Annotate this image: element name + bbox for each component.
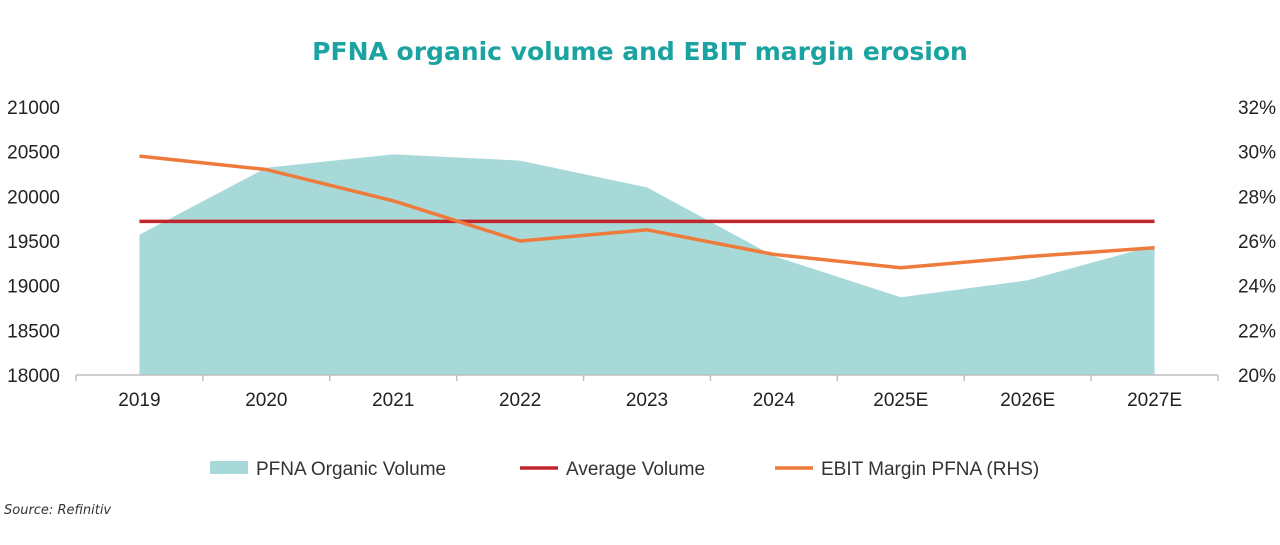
legend-swatch <box>210 461 248 474</box>
left-tick-label: 20500 <box>7 143 60 164</box>
legend-label: EBIT Margin PFNA (RHS) <box>821 459 1039 480</box>
right-tick-label: 28% <box>1238 187 1276 208</box>
right-tick-label: 20% <box>1238 366 1276 387</box>
left-tick-label: 19000 <box>7 277 60 298</box>
series-line-ebit-margin <box>139 154 1155 270</box>
legend-item-average-volume: Average Volume <box>520 459 705 480</box>
left-tick-label: 18500 <box>7 321 60 342</box>
x-tick-labels: 2019 2020 2021 2022 2023 2024 2025E 2026E 2027E <box>118 390 1182 411</box>
right-y-axis: 20% 22% 24% 26% 28% 30% 32% <box>1238 98 1276 387</box>
left-tick-label: 21000 <box>7 98 60 119</box>
source-note: Source: Refinitiv <box>4 503 112 518</box>
legend: PFNA Organic Volume Average Volume EBIT Ma… <box>210 459 1039 480</box>
x-axis <box>75 374 1219 381</box>
x-tick-label: 2021 <box>372 390 414 411</box>
legend-item-ebit-margin: EBIT Margin PFNA (RHS) <box>775 459 1039 480</box>
right-tick-label: 24% <box>1238 277 1276 298</box>
legend-label: Average Volume <box>566 459 705 480</box>
right-tick-label: 32% <box>1238 98 1276 119</box>
legend-item-pfna-organic-volume: PFNA Organic Volume <box>210 459 446 480</box>
x-tick-label: 2020 <box>245 390 287 411</box>
x-tick-label: 2024 <box>753 390 796 411</box>
x-tick-label: 2027E <box>1127 390 1182 411</box>
right-tick-label: 22% <box>1238 321 1276 342</box>
x-tick-label: 2023 <box>626 390 668 411</box>
left-tick-label: 18000 <box>7 366 60 387</box>
x-tick-label: 2019 <box>118 390 160 411</box>
right-tick-label: 30% <box>1238 143 1276 164</box>
series-area-pfna-organic-volume <box>139 154 1155 375</box>
legend-label: PFNA Organic Volume <box>256 459 446 480</box>
line-layer <box>139 154 1155 270</box>
x-tick-label: 2026E <box>1000 390 1055 411</box>
x-tick-label: 2025E <box>873 390 928 411</box>
volume-area-layer <box>139 154 1155 375</box>
x-tick-label: 2022 <box>499 390 541 411</box>
left-tick-label: 20000 <box>7 187 60 208</box>
right-tick-label: 26% <box>1238 232 1276 253</box>
left-y-axis: 18000 18500 19000 19500 20000 20500 21000 <box>7 98 60 387</box>
left-tick-label: 19500 <box>7 232 60 253</box>
chart-title: PFNA organic volume and EBIT margin eros… <box>312 37 968 66</box>
